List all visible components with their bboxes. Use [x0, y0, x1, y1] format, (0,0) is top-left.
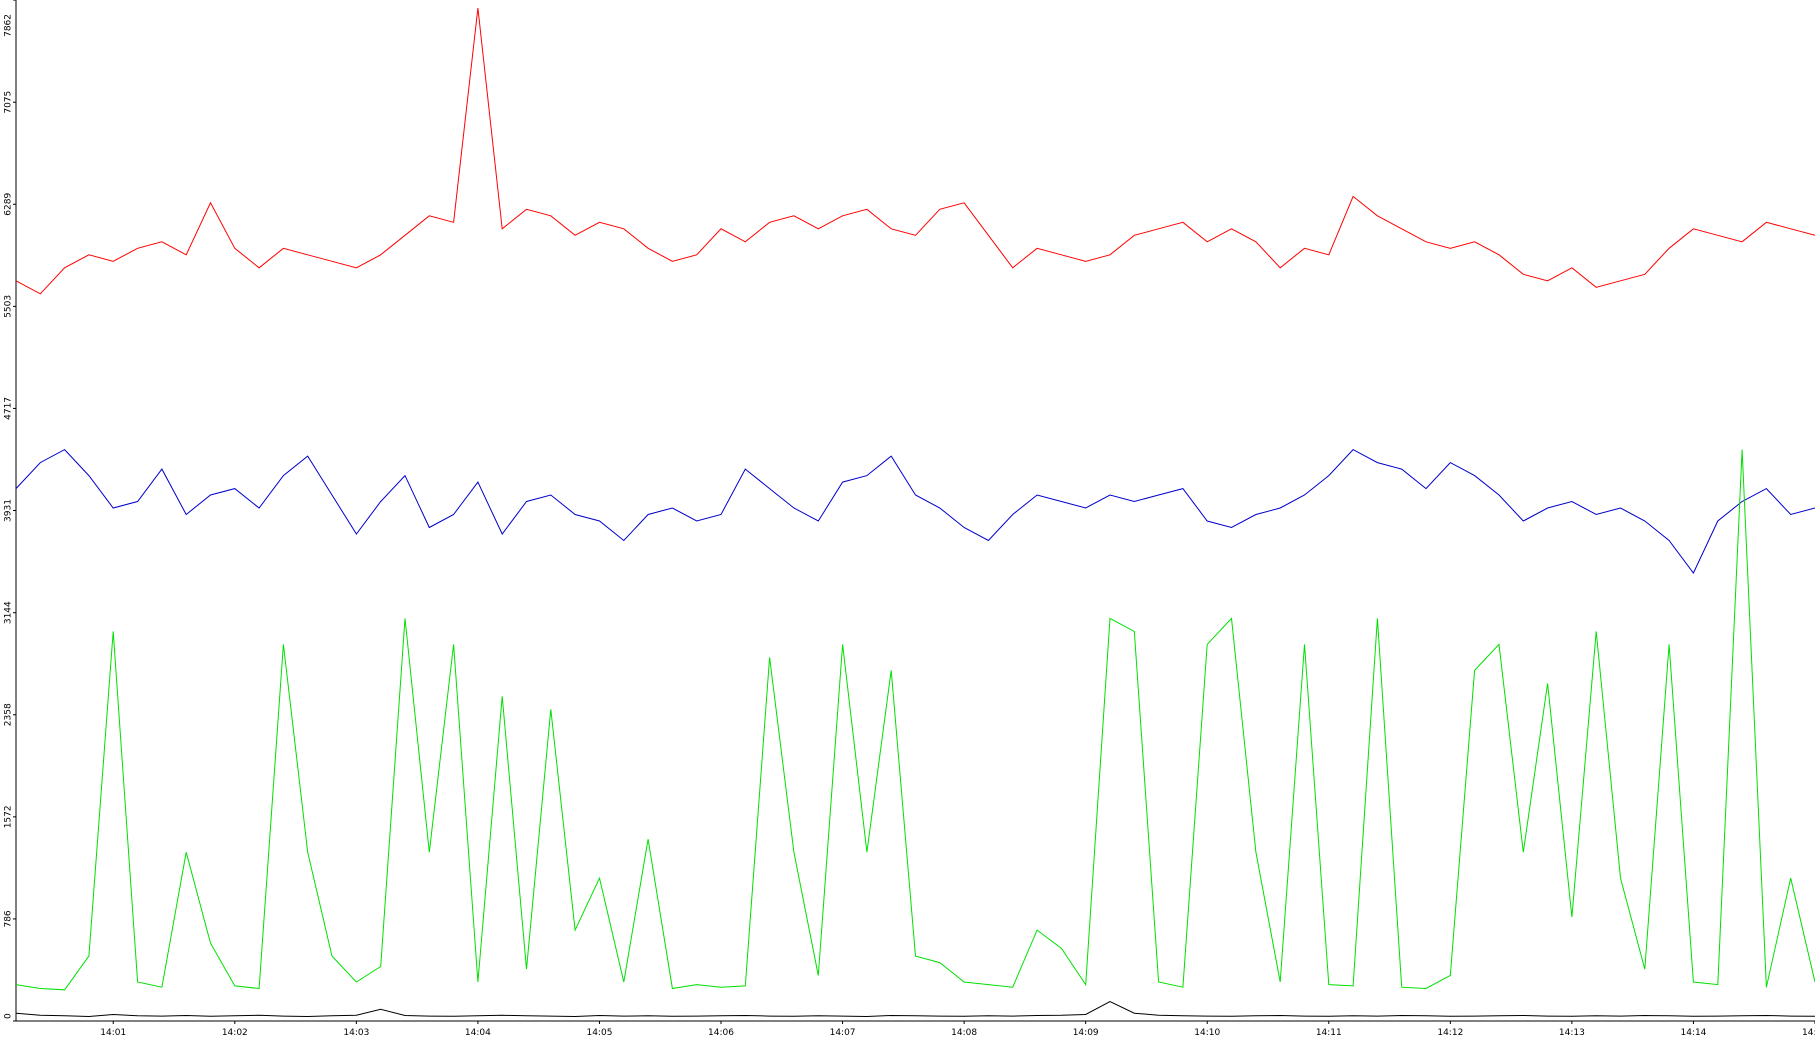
series-line	[15, 1000, 1815, 1018]
y-tick-label: 1572	[4, 805, 14, 828]
y-tick-label: 2358	[4, 703, 14, 726]
x-tick-label: 14:14	[1680, 1028, 1706, 1038]
x-tick-label: 14:10	[1194, 1028, 1220, 1038]
series-line	[15, 448, 1815, 574]
x-tick-label: 14:02	[222, 1028, 248, 1038]
y-tick-label: 7862	[4, 14, 14, 37]
x-tick-label: 14:09	[1073, 1028, 1099, 1038]
x-tick-label: 14:05	[586, 1028, 612, 1038]
x-tick-label: 14:01	[100, 1028, 126, 1038]
y-tick-label: 5503	[4, 295, 14, 318]
series-line	[15, 449, 1815, 991]
y-tick-label: 7075	[4, 91, 14, 114]
y-tick-label: 786	[4, 910, 14, 927]
y-tick-label: 0	[4, 1013, 14, 1019]
x-tick-label: 14:08	[951, 1028, 977, 1038]
x-tick-label: 14:13	[1559, 1028, 1585, 1038]
x-tick-label: 14:04	[465, 1028, 491, 1038]
x-tick-label: 14:06	[708, 1028, 734, 1038]
x-tick-label: 14:07	[830, 1028, 856, 1038]
x-tick-label: 14:03	[343, 1028, 369, 1038]
x-tick-label: 14:15	[1802, 1028, 1815, 1038]
x-tick-label: 14:11	[1316, 1028, 1342, 1038]
y-tick-label: 6289	[4, 193, 14, 216]
series-line	[15, 8, 1815, 295]
y-tick-label: 3931	[4, 499, 14, 522]
y-tick-label: 4717	[4, 397, 14, 420]
x-tick-label: 14:12	[1437, 1028, 1463, 1038]
y-tick-label: 3144	[4, 601, 14, 624]
